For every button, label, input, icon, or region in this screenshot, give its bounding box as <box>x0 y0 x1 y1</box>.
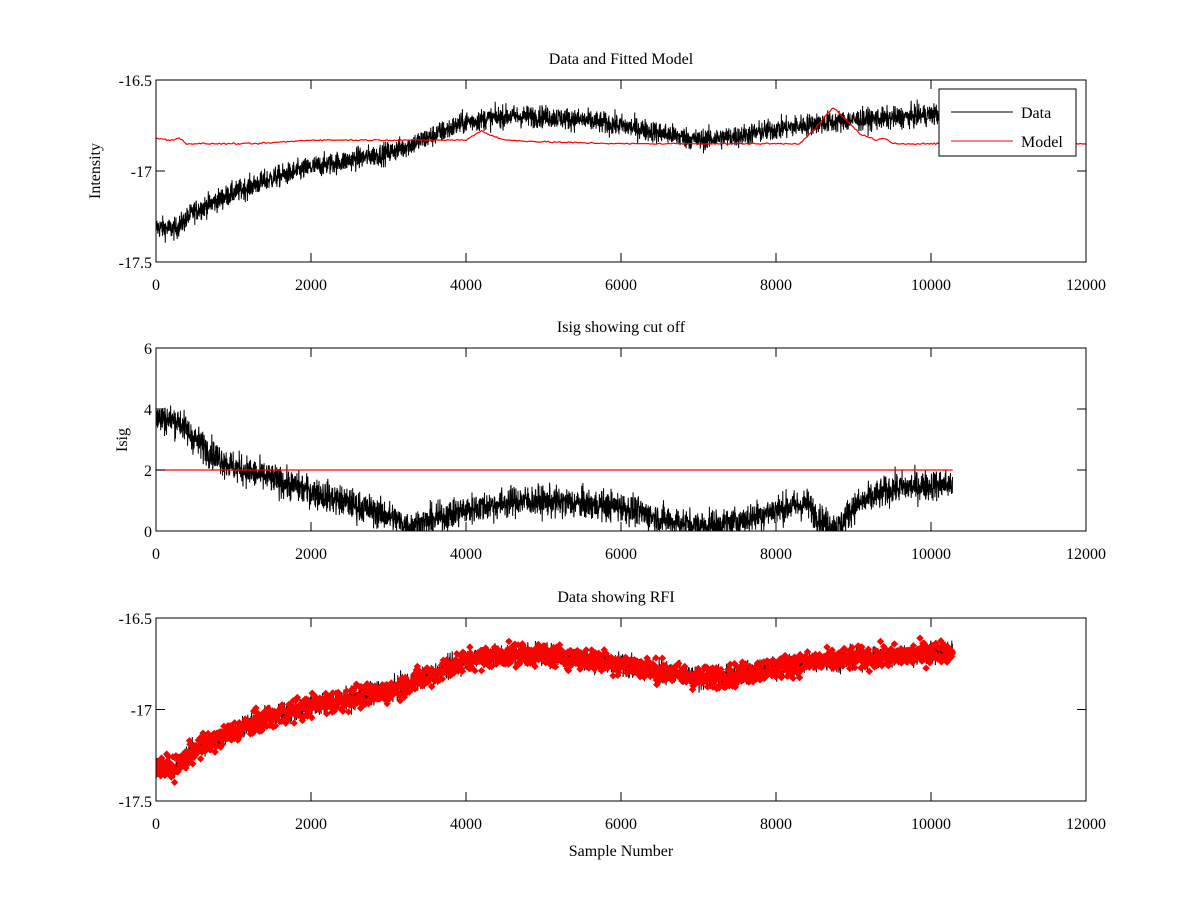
x-tick-label: 0 <box>152 546 160 563</box>
y-tick-label: 0 <box>144 524 152 541</box>
series-group <box>156 99 1086 243</box>
y-axis-label: Intensity <box>87 143 104 199</box>
series-group <box>156 634 957 787</box>
y-tick-label: 4 <box>144 402 152 419</box>
tick-labels: 0 2000 4000 6000 8000 10000 12000 -17.5 -17 -16.5 <box>119 611 1106 833</box>
y-axis-label: Isig <box>114 428 131 452</box>
tick-labels: 0 2000 4000 6000 8000 10000 12000 -17.5 -17 -16.5 <box>119 73 1106 294</box>
x-tick-label: 12000 <box>1066 277 1106 294</box>
legend-label-data: Data <box>1021 105 1051 122</box>
series-data-line <box>156 99 953 243</box>
y-tick-label: -17 <box>131 703 152 720</box>
tick-labels: 0 2000 4000 6000 8000 10000 12000 0 2 4 6 <box>144 341 1106 563</box>
legend-label-model: Model <box>1021 134 1063 151</box>
y-tick-label: -17.5 <box>119 255 152 272</box>
x-axis-label: Sample Number <box>569 843 674 860</box>
plot-area <box>156 634 957 787</box>
x-tick-label: 4000 <box>450 277 482 294</box>
axes-frame <box>155 79 1087 263</box>
x-tick-label: 10000 <box>911 277 951 294</box>
x-tick-label: 12000 <box>1066 816 1106 833</box>
axes-frame <box>155 347 1087 532</box>
y-tick-label: 6 <box>144 341 152 358</box>
panel-rfi: Data showing RFI Sample Number 0 2000 4000… <box>119 589 1106 860</box>
x-tick-label: 2000 <box>295 277 327 294</box>
x-tick-label: 2000 <box>295 816 327 833</box>
x-tick-label: 12000 <box>1066 546 1106 563</box>
panel-data-and-model: Data and Fitted Model Intensity 0 2000 400… <box>87 51 1106 294</box>
series-group <box>156 405 953 531</box>
chart-title: Data showing RFI <box>557 589 674 606</box>
plot-area <box>156 405 953 531</box>
x-tick-label: 0 <box>152 816 160 833</box>
x-tick-label: 6000 <box>605 546 637 563</box>
series-rfi-markers <box>156 634 957 787</box>
legend-box <box>938 88 1077 157</box>
y-tick-label: -17.5 <box>119 794 152 811</box>
y-tick-label: -16.5 <box>119 611 152 628</box>
panel-isig: Isig showing cut off Isig 0 2000 4000 6000 8… <box>114 319 1106 563</box>
y-tick-label: -16.5 <box>119 73 152 90</box>
x-tick-label: 0 <box>152 277 160 294</box>
legend: Data Model <box>938 88 1077 157</box>
axes-frame <box>155 617 1087 802</box>
chart-title: Isig showing cut off <box>557 319 686 336</box>
x-tick-label: 10000 <box>911 816 951 833</box>
x-tick-label: 8000 <box>760 277 792 294</box>
y-tick-label: 2 <box>144 463 152 480</box>
chart-title: Data and Fitted Model <box>549 51 694 68</box>
series-isig-line <box>156 405 953 531</box>
x-tick-label: 4000 <box>450 816 482 833</box>
x-tick-label: 8000 <box>760 546 792 563</box>
x-tick-label: 4000 <box>450 546 482 563</box>
x-tick-label: 6000 <box>605 816 637 833</box>
series-model-line <box>156 107 1086 146</box>
x-tick-label: 10000 <box>911 546 951 563</box>
y-tick-label: -17 <box>131 164 152 181</box>
x-tick-label: 2000 <box>295 546 327 563</box>
plot-area <box>156 99 1086 243</box>
x-tick-label: 8000 <box>760 816 792 833</box>
x-tick-label: 6000 <box>605 277 637 294</box>
